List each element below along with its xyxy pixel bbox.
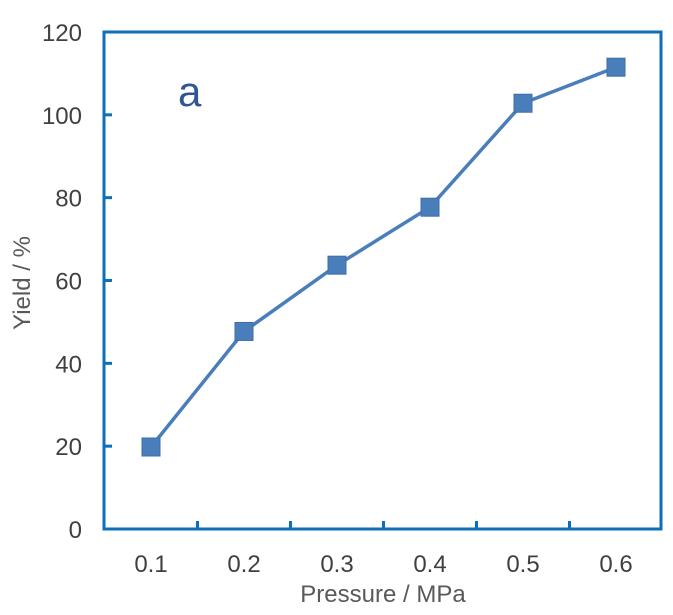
y-tick-label: 120	[42, 20, 82, 47]
y-tick-label: 80	[55, 186, 82, 213]
x-axis-title: Pressure / MPa	[300, 581, 466, 608]
data-point-marker	[234, 321, 254, 341]
y-tick-label: 0	[69, 517, 82, 544]
y-axis-title: Yield / %	[9, 236, 36, 330]
data-point-marker	[420, 197, 440, 217]
x-tick-label: 0.6	[599, 551, 632, 578]
y-tick-label: 20	[55, 434, 82, 461]
data-point-marker	[141, 437, 161, 457]
panel-label: a	[178, 68, 202, 115]
data-point-marker	[513, 93, 533, 113]
y-axis-ticks: 0 20 40 60 80 100 120	[42, 20, 112, 544]
x-tick-label: 0.5	[506, 551, 539, 578]
x-tick-label: 0.1	[134, 551, 167, 578]
x-tick-label: 0.3	[320, 551, 353, 578]
x-axis-ticks: 0.1 0.2 0.3 0.4 0.5 0.6	[134, 521, 633, 578]
y-tick-label: 60	[55, 269, 82, 296]
y-tick-label: 100	[42, 103, 82, 130]
x-tick-label: 0.2	[227, 551, 260, 578]
y-tick-label: 40	[55, 351, 82, 378]
x-tick-label: 0.4	[413, 551, 446, 578]
series-layer	[141, 57, 626, 457]
data-point-marker	[606, 57, 626, 77]
series-line	[149, 65, 617, 449]
data-point-marker	[327, 255, 347, 275]
